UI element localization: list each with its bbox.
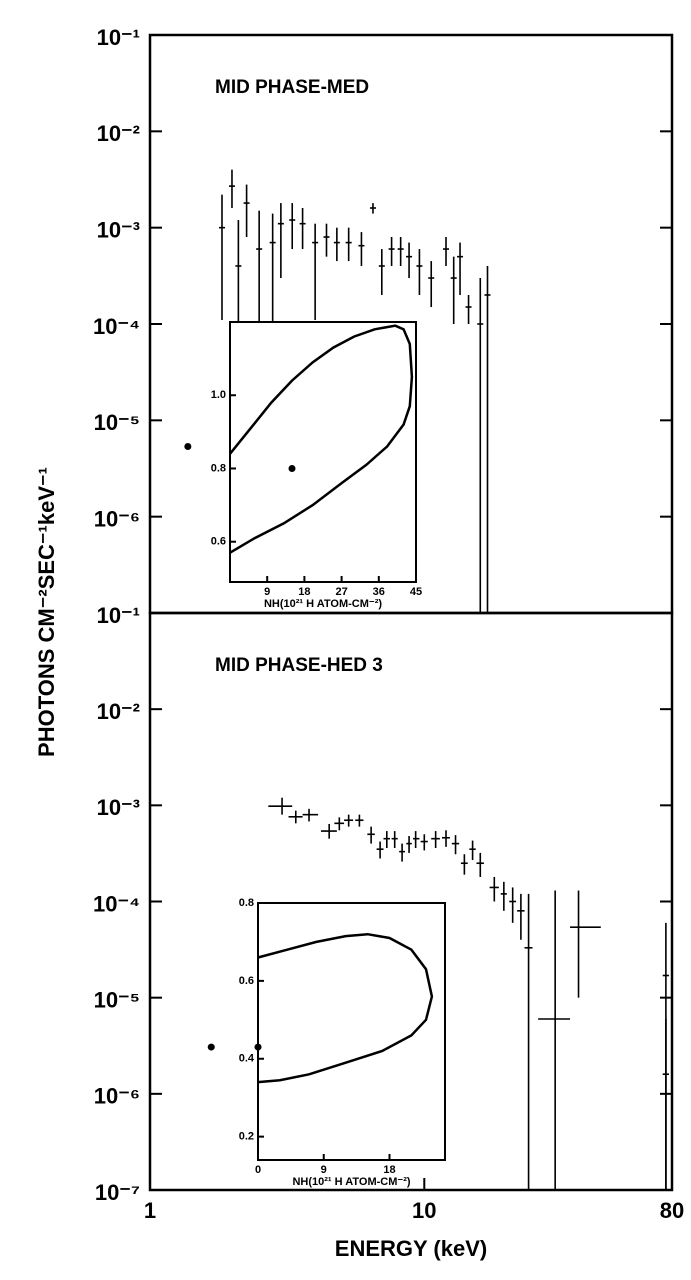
panel-title: MID PHASE-MED [215,77,369,98]
x-tick-label: 0 [255,1164,261,1176]
inset-background [258,903,445,1160]
y-tick-label: 10⁻² [97,699,140,724]
y-tick-label: 10⁻⁵ [94,410,140,435]
best-fit-point [288,464,296,472]
panel-title: MID PHASE-HED 3 [215,655,383,676]
x-tick-label: 80 [660,1198,684,1223]
y-tick-label: 0.6 [211,536,226,548]
y-axis-label: PHOTONS CM⁻²SEC⁻¹keV⁻¹ [34,467,59,757]
y-tick-label: 0.2 [239,1131,254,1143]
confidence-contour [229,324,414,554]
best-fit-point [184,443,192,451]
inset-x-label: NH(10²¹ H ATOM-CM⁻²) [292,1176,410,1188]
best-fit-point [207,1043,215,1051]
x-tick-label: 9 [264,586,270,598]
y-tick-label: 0.8 [239,897,254,909]
x-axis-label: ENERGY (keV) [335,1236,487,1261]
x-tick-label: 27 [335,586,347,598]
best-fit-point [254,1043,262,1051]
y-tick-label: 10⁻² [97,121,140,146]
x-tick-label: 9 [321,1164,327,1176]
y-tick-label: 10⁻¹ [97,25,140,50]
y-tick-label: 10⁻⁷ [95,1180,140,1205]
x-tick-label: 10 [412,1198,436,1223]
y-tick-label: 10⁻³ [97,795,140,820]
y-tick-label: 10⁻³ [97,217,140,242]
y-tick-label: 10⁻⁶ [94,506,140,531]
y-tick-label: 0.6 [239,975,254,987]
y-tick-label: 10⁻⁶ [94,1084,140,1109]
x-tick-label: 1 [144,1198,156,1223]
plot-frame [257,902,446,1161]
x-tick-label: 18 [298,586,310,598]
inset-x-label: NH(10²¹ H ATOM-CM⁻²) [264,598,382,610]
confidence-contour [257,932,434,1084]
y-tick-label: 10⁻⁴ [93,891,140,916]
y-tick-label: 0.8 [211,462,226,474]
x-tick-label: 36 [373,586,385,598]
x-tick-label: 18 [383,1164,395,1176]
y-tick-label: 10⁻⁴ [93,314,140,339]
y-tick-label: 1.0 [211,389,226,401]
y-tick-label: 0.4 [239,1053,255,1065]
y-tick-label: 10⁻¹ [97,603,140,628]
inset-background [230,322,416,582]
y-tick-label: 10⁻⁵ [94,987,140,1012]
x-tick-label: 45 [410,586,422,598]
